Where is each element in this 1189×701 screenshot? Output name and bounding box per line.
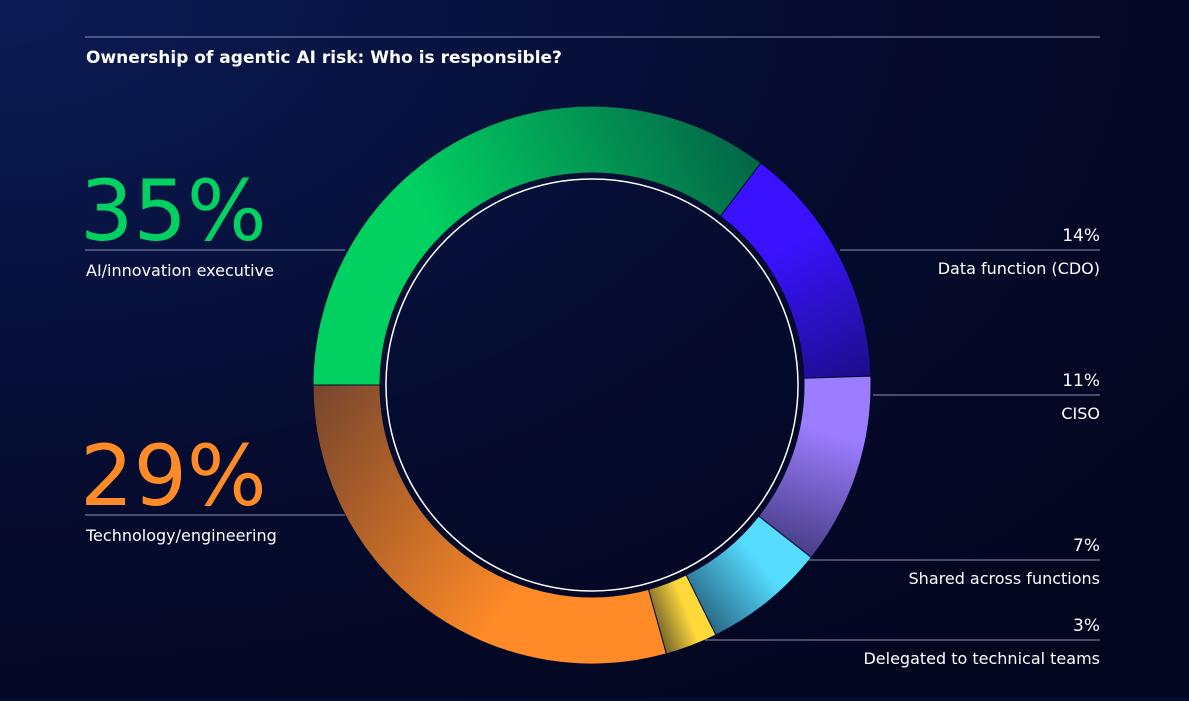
inner-circle [385,178,799,592]
category-label: AI/innovation executive [86,261,274,280]
category-label: CISO [1061,404,1100,423]
chart-title: Ownership of agentic AI risk: Who is res… [86,48,562,68]
value-label: 35% [80,162,267,260]
value-label: 7% [1073,536,1100,556]
value-label: 3% [1073,616,1100,636]
category-label: Technology/engineering [85,526,277,545]
donut-segment [312,384,667,665]
category-label: Data function (CDO) [938,259,1100,278]
donut [312,105,872,665]
value-label: 29% [80,427,267,525]
category-label: Shared across functions [909,569,1100,588]
value-label: 14% [1062,226,1100,246]
value-label: 11% [1062,371,1100,391]
category-label: Delegated to technical teams [863,649,1100,668]
donut-segment [312,105,762,386]
